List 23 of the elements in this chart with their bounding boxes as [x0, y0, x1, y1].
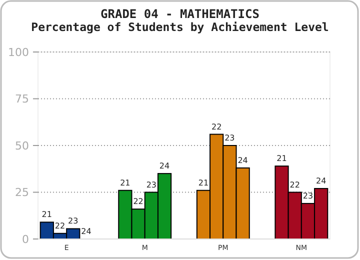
- text: 21: [276, 154, 287, 164]
- y-tick-label: 100: [8, 46, 29, 59]
- text: 23: [146, 180, 157, 190]
- text: 21: [120, 178, 130, 188]
- y-tick-label: 25: [15, 186, 29, 200]
- series-label: 23: [68, 216, 78, 226]
- text: 21: [198, 178, 209, 188]
- y-tick-label: 0: [22, 232, 29, 246]
- y-tick-label: 50: [15, 139, 29, 152]
- text: 22: [290, 180, 300, 190]
- text: 24: [316, 176, 326, 186]
- text: 23: [224, 134, 235, 142]
- series-label: 22: [54, 221, 66, 230]
- text: 24: [81, 227, 92, 236]
- text: 23: [302, 191, 314, 200]
- chart-subtitle: Percentage of Students by Achievement Level: [31, 20, 329, 34]
- chart-title: GRADE 04 - MATHEMATICS: [100, 7, 260, 21]
- text: 24: [238, 156, 248, 165]
- series-label: 21: [42, 210, 52, 220]
- y-tick-label: 75: [15, 92, 29, 106]
- series-label: 24: [159, 162, 170, 171]
- text: 22: [211, 122, 222, 132]
- text: 22: [133, 197, 144, 206]
